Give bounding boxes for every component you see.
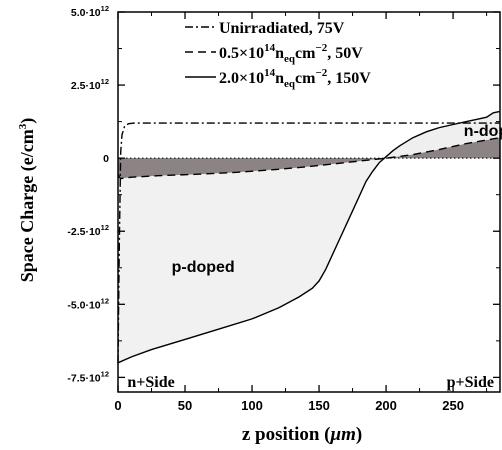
p-doped-region [118,158,387,363]
annotation-p-doped: p-doped [172,259,235,276]
legend-text-part: cm [295,70,316,87]
series-group [117,110,501,364]
y-tick-mantissa: 2.5·10 [71,80,101,92]
fill-regions [118,111,500,363]
x-axis-label: z position (μm) [242,424,362,445]
plot-frame [117,11,501,393]
series-line-lowfluence [117,137,501,180]
y-tick-label: -7.5·1012 [67,369,109,384]
x-tick-label: 200 [375,398,397,413]
y-tick-mantissa: 0 [103,153,109,165]
y-axis-label-suffix: ) [17,118,38,124]
y-tick-exponent: 12 [101,4,109,13]
series-line-highfluence [117,110,501,364]
y-tick-label: 2.5·1012 [71,77,109,92]
legend-text-part: −2 [315,42,327,54]
y-tick-label: 0 [103,153,109,165]
series-line-unirr [117,122,500,363]
x-tick-label: 100 [241,398,263,413]
legend-label-lowfluence: 0.5×1014neqcm−2, 50V [219,42,363,65]
annotation-group: n-doped p-doped n+Side p+Side [127,123,502,391]
y-tick-exponent: 12 [101,223,109,232]
legend-text-part: 14 [264,67,276,79]
legend-text-part: , 150V [327,70,371,87]
annotation-n-doped: n-doped [464,123,502,140]
y-tick-exponent: 12 [101,296,109,305]
y-axis-label-exp: 3 [17,123,29,129]
legend-text-part: 14 [264,42,276,54]
x-tick-label: 50 [178,398,192,413]
legend-text-part: eq [284,78,296,90]
p-side-label: p+Side [447,374,494,391]
x-tick-label: 0 [114,398,121,413]
y-tick-mantissa: -7.5·10 [67,372,100,384]
y-axis-label-prefix: Space Charge (e/cm [17,129,38,282]
y-tick-mantissa: 5.0·10 [71,7,101,19]
n-side-label: n+Side [127,374,174,391]
y-tick-exponent: 12 [101,77,109,86]
y-tick-exponent: 12 [101,369,109,378]
legend-text-part: −2 [315,67,327,79]
y-tick-mantissa: -5.0·10 [67,299,100,311]
y-tick-mantissa: -2.5·10 [67,226,100,238]
legend-text-part: n [275,45,284,62]
legend-text-part: n [275,70,284,87]
x-axis-label-suffix: ) [356,424,362,445]
x-tick-label: 150 [308,398,330,413]
y-tick-label: -5.0·1012 [67,296,109,311]
legend-label-highfluence: 2.0×1014neqcm−2, 150V [219,67,371,90]
x-axis-label-unit: μm [330,424,356,445]
legend-text-part: 0.5×10 [219,45,264,62]
legend-text-part: cm [295,45,316,62]
legend-text-part: Unirradiated, 75V [219,20,345,37]
y-axis-label: Space Charge (e/cm3) [17,118,38,282]
y-tick-label: -2.5·1012 [67,223,109,238]
legend-text-part: 2.0×10 [219,70,264,87]
legend-text-part: eq [284,53,296,65]
x-axis-label-prefix: z position ( [242,424,331,445]
tick-group: 0 50 100 150 200 2505.0·10122.5·10120-2.5·101… [67,4,500,413]
low-fluence-band-positive [118,137,500,159]
low-fluence-band-negative [118,158,500,179]
y-tick-label: 5.0·1012 [71,4,109,19]
legend-text-part: , 50V [327,45,363,62]
legend-label-unirr: Unirradiated, 75V [219,20,345,37]
x-tick-label: 250 [442,398,464,413]
